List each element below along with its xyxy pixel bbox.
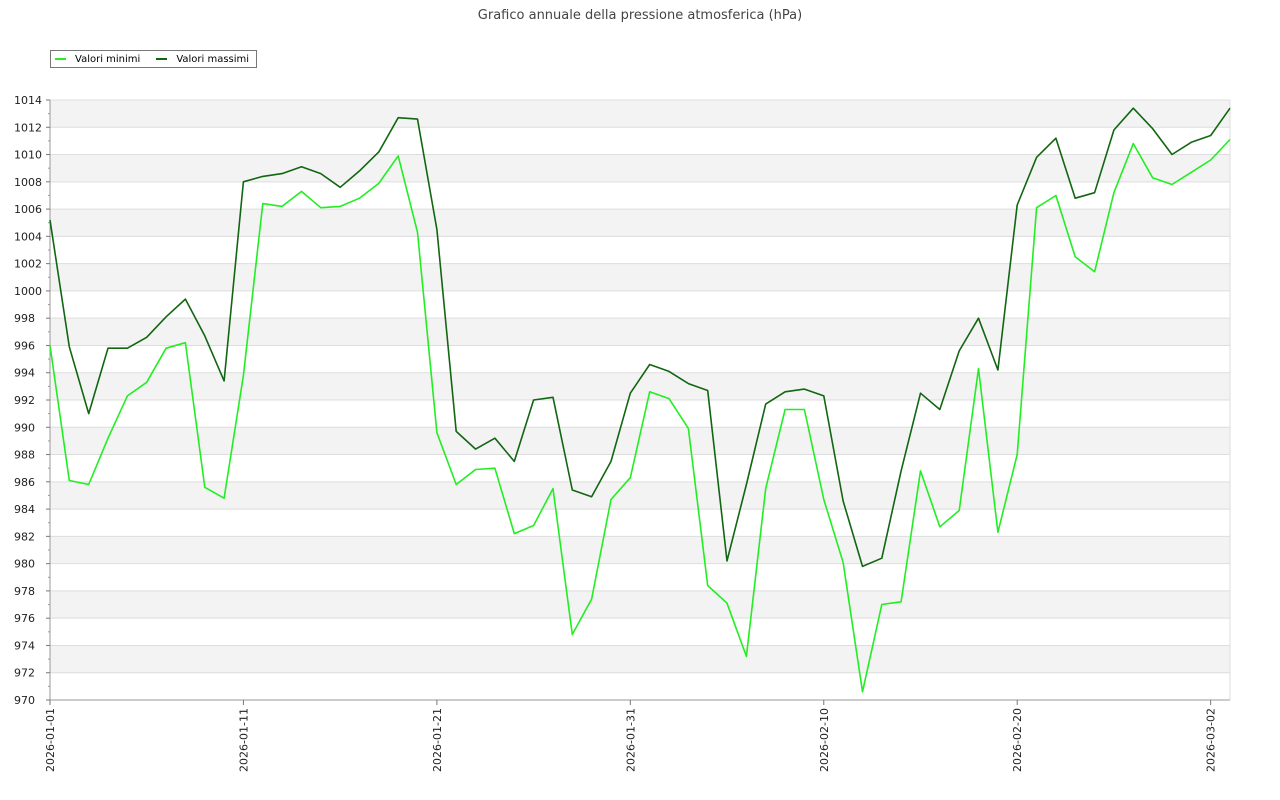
x-tick-label: 2026-03-02: [1205, 708, 1218, 772]
y-tick-label: 1014: [14, 94, 42, 107]
legend-item-max[interactable]: Valori massimi: [156, 54, 249, 65]
series-line-min: [49, 138, 1231, 693]
series-lines: [49, 107, 1231, 693]
x-tick-label: 2026-02-10: [818, 708, 831, 772]
legend-label-max: Valori massimi: [176, 53, 250, 65]
grid-band: [50, 318, 1230, 346]
y-tick-label: 994: [14, 367, 35, 380]
y-tick-label: 972: [14, 667, 35, 680]
grid-band: [50, 209, 1230, 237]
x-tick-label: 2026-01-21: [431, 708, 444, 772]
x-tick-label: 2026-01-11: [237, 708, 250, 772]
legend-swatch-min: [55, 58, 66, 60]
grid-lines: [50, 99, 1230, 701]
grid-band: [50, 263, 1230, 291]
grid-band: [50, 590, 1230, 619]
y-tick-label: 976: [14, 612, 35, 625]
legend-label-min: Valori minimi: [75, 53, 141, 65]
y-tick-label: 1006: [14, 203, 42, 216]
grid-band: [50, 481, 1230, 510]
x-tick-label: 2026-02-20: [1011, 708, 1024, 772]
y-tick-label: 998: [14, 312, 35, 325]
y-tick-label: 974: [14, 639, 35, 652]
y-tick-label: 1002: [14, 258, 42, 271]
x-tick-label: 2026-01-31: [624, 708, 637, 772]
grid-band: [50, 154, 1230, 182]
y-tick-label: 988: [14, 449, 35, 462]
y-tick-label: 986: [14, 476, 35, 489]
y-tick-label: 992: [14, 394, 35, 407]
y-tick-label: 970: [14, 694, 35, 707]
legend-swatch-max: [156, 58, 168, 60]
x-axis-ticks: 2026-01-01 2026-01-11 2026-01-21 2026-01-31…: [44, 700, 1218, 772]
y-tick-label: 1004: [14, 230, 42, 243]
y-axis-ticks: 970 972 974 976 978 980 982 984 986 988 990 992 994 9…: [14, 94, 50, 707]
chart-title: Grafico annuale della pressione atmosfer…: [477, 8, 803, 23]
y-tick-label: 1010: [14, 149, 42, 162]
grid-band: [50, 645, 1230, 673]
y-tick-label: 978: [14, 585, 35, 598]
y-tick-label: 1012: [14, 121, 42, 134]
y-tick-label: 982: [14, 530, 35, 543]
series-line-max: [49, 107, 1231, 568]
legend-item-min[interactable]: Valori minimi: [55, 54, 140, 65]
y-tick-label: 980: [14, 558, 35, 571]
grid-band: [50, 100, 1230, 128]
legend: Valori minimi Valori massimi: [50, 50, 258, 68]
grid-band: [50, 536, 1230, 564]
grid-bands: [50, 100, 1230, 673]
y-tick-label: 984: [14, 503, 35, 516]
y-tick-label: 996: [14, 339, 35, 352]
y-tick-label: 990: [14, 421, 35, 434]
y-tick-label: 1008: [14, 176, 42, 189]
y-tick-label: 1000: [14, 285, 42, 298]
grid-band: [50, 372, 1230, 400]
x-tick-label: 2026-01-01: [44, 708, 57, 772]
